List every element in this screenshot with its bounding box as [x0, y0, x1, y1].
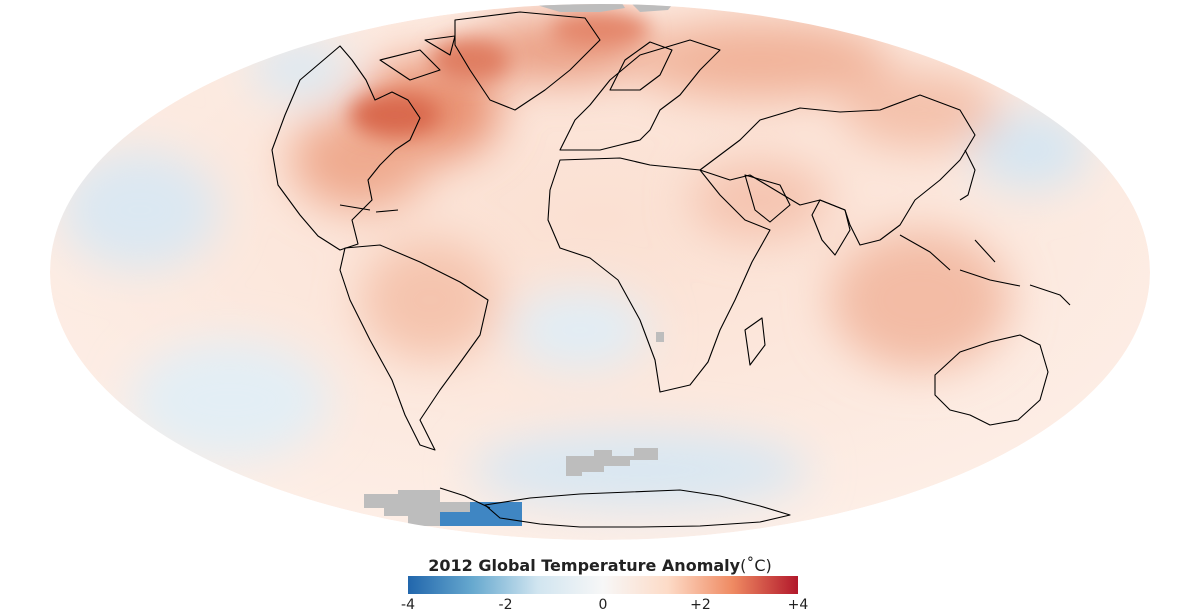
arctic-islands-coast: [379, 35, 456, 81]
coastlines: [271, 11, 1076, 528]
japan-coast: [959, 149, 976, 201]
india-coast: [811, 199, 851, 256]
africa-coast: [547, 157, 771, 393]
antarctica-coast: [484, 489, 791, 528]
south-america-coast: [339, 244, 489, 451]
tick-label-0: -4: [401, 597, 415, 612]
temperature-anomaly-map: [50, 4, 1150, 540]
tick-label-3: +2: [690, 597, 711, 612]
scandinavia-coast: [609, 41, 673, 91]
greenland-coast: [454, 11, 601, 111]
north-america-coast: [271, 45, 421, 251]
color-scale-bar: [408, 576, 798, 594]
legend-title: 2012 Global Temperature Anomaly(˚C): [0, 556, 1200, 575]
europe-coast: [559, 39, 721, 151]
legend-title-text: 2012 Global Temperature Anomaly: [428, 556, 741, 575]
antarctic-peninsula: [439, 487, 491, 509]
color-scale-ticks: -4 -2 0 +2 +4: [401, 597, 808, 612]
color-scale-legend: -4 -2 0 +2 +4: [401, 576, 808, 612]
caribbean-islands: [339, 204, 399, 213]
tick-label-1: -2: [499, 597, 513, 612]
australia-coast: [934, 334, 1049, 426]
tick-label-2: 0: [599, 597, 608, 612]
no-data-areas: [364, 4, 676, 526]
southeast-asia-islands: [899, 234, 1071, 306]
tick-label-4: +4: [788, 597, 809, 612]
asia-coast: [699, 94, 976, 246]
anomaly-hotspots: [350, 12, 650, 137]
globe: [50, 4, 1150, 540]
madagascar-coast: [744, 317, 766, 366]
legend-unit: (˚C): [740, 556, 772, 575]
arabia-coast: [744, 174, 791, 223]
anomaly-field: [60, 20, 1090, 510]
